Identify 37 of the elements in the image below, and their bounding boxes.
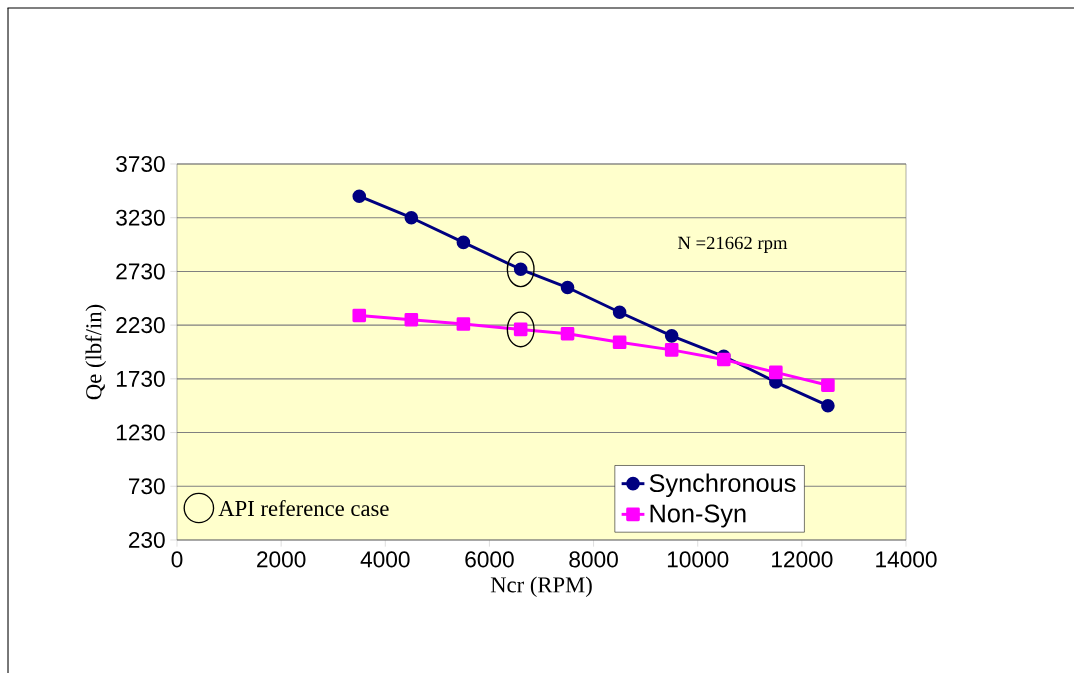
y-tick-label: 230: [128, 531, 165, 549]
y-axis-title: Qe (lbf/in): [85, 304, 107, 400]
point: [664, 343, 679, 357]
y-tick-label: 1730: [116, 370, 165, 387]
x-tick-label: 8000: [569, 551, 618, 568]
x-tick-label: 0: [171, 551, 183, 568]
x-tick-label: 10000: [667, 551, 729, 568]
point: [821, 398, 835, 413]
point: [664, 329, 679, 343]
point: [769, 365, 783, 380]
y-tick-label: 2730: [116, 263, 165, 280]
x-axis-title: Ncr (RPM): [490, 576, 592, 598]
point: [404, 210, 419, 225]
y-tick-label: 2230: [116, 317, 165, 334]
x-tick-label: 14000: [876, 551, 937, 568]
point: [560, 326, 575, 341]
legend-label: Non-Syn: [650, 504, 746, 528]
point: [612, 335, 627, 350]
y-tick-label: 730: [128, 478, 165, 495]
y-tick-label: 3730: [116, 155, 165, 173]
point: [352, 308, 367, 323]
point: [404, 312, 419, 327]
point: [821, 378, 835, 393]
x-tick-label: 4000: [360, 551, 410, 568]
legend-label: Synchronous: [649, 473, 796, 498]
point: [352, 189, 367, 204]
point: [456, 235, 471, 250]
y-tick-label: 1230: [116, 424, 165, 441]
annotation: N =21662 rpm: [677, 236, 788, 253]
point: [456, 317, 471, 331]
annotation: API reference case: [218, 499, 389, 517]
point: [612, 305, 627, 320]
x-tick-label: 2000: [257, 551, 306, 568]
point: [560, 280, 575, 295]
y-tick-label: 3230: [116, 209, 165, 226]
x-tick-label: 12000: [772, 551, 833, 568]
x-tick-label: 6000: [465, 551, 514, 568]
